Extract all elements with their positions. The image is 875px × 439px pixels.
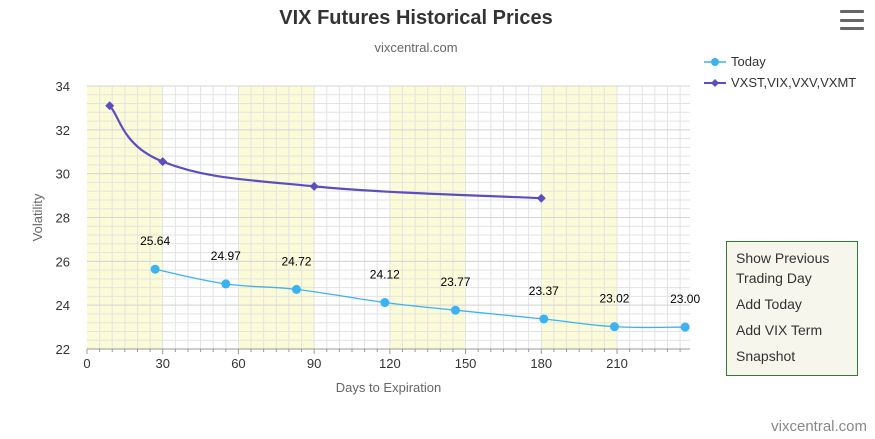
legend-marker-today [704, 57, 726, 66]
term-structure-panel: Show Previous Trading Day Add Today Add … [726, 241, 858, 376]
data-point-today [609, 322, 619, 332]
y-tick-label: 22 [56, 342, 70, 357]
series-line-today [155, 268, 686, 329]
x-axis-label: Days to Expiration [336, 380, 442, 395]
x-tick-label: 120 [379, 356, 401, 371]
chart-title: VIX Futures Historical Prices [279, 7, 553, 29]
menu-bar [840, 18, 864, 22]
x-tick-label: 60 [231, 356, 245, 371]
data-label: 24.12 [370, 268, 400, 282]
legend-label-today: Today [731, 54, 766, 69]
chart-subtitle: vixcentral.com [374, 40, 458, 55]
data-point-term [105, 101, 115, 111]
data-point-today [380, 298, 390, 308]
data-label: 25.64 [140, 234, 170, 248]
y-tick-label: 32 [56, 123, 70, 138]
x-tick-label: 30 [155, 356, 169, 371]
data-point-today [291, 284, 301, 294]
data-label: 23.37 [529, 284, 559, 298]
legend-item-term[interactable]: VXST,VIX,VXV,VXMT [704, 72, 856, 93]
watermark: vixcentral.com [771, 418, 867, 435]
data-point-today [221, 279, 231, 289]
data-label: 24.97 [211, 249, 241, 263]
data-point-term [309, 181, 319, 191]
y-tick-label: 24 [56, 298, 70, 313]
data-point-term [536, 193, 546, 203]
show-previous-trading-day-button[interactable]: Show Previous Trading Day [736, 250, 830, 286]
chart-legend: Today VXST,VIX,VXV,VXMT [704, 51, 856, 93]
y-tick-label: 34 [56, 79, 70, 94]
hamburger-menu-icon[interactable] [840, 10, 864, 30]
x-tick-label: 0 [83, 356, 90, 371]
data-label: 24.72 [281, 254, 311, 268]
x-tick-label: 210 [606, 356, 628, 371]
data-point-term [158, 157, 168, 167]
data-point-today [539, 314, 549, 324]
data-label: 23.77 [440, 275, 470, 289]
x-tick-label: 90 [307, 356, 321, 371]
snapshot-button[interactable]: Snapshot [736, 348, 796, 364]
data-point-today [680, 322, 690, 332]
add-vix-term-button[interactable]: Add VIX Term [736, 322, 823, 338]
add-today-button[interactable]: Add Today [736, 296, 802, 312]
legend-marker-term [704, 78, 726, 87]
y-tick-label: 28 [56, 211, 70, 226]
data-point-today [450, 305, 460, 315]
y-axis-label: Volatility [30, 193, 45, 241]
menu-bar [840, 10, 864, 13]
x-tick-label: 180 [530, 356, 552, 371]
series-line-term [108, 104, 542, 200]
x-tick-label: 150 [455, 356, 477, 371]
data-point-today [150, 264, 160, 274]
y-tick-label: 26 [56, 254, 70, 269]
legend-item-today[interactable]: Today [704, 51, 856, 72]
data-label: 23.00 [670, 292, 700, 306]
data-label: 23.02 [599, 292, 629, 306]
legend-label-term: VXST,VIX,VXV,VXMT [731, 75, 857, 90]
menu-bar [840, 27, 864, 30]
y-tick-label: 30 [56, 167, 70, 182]
